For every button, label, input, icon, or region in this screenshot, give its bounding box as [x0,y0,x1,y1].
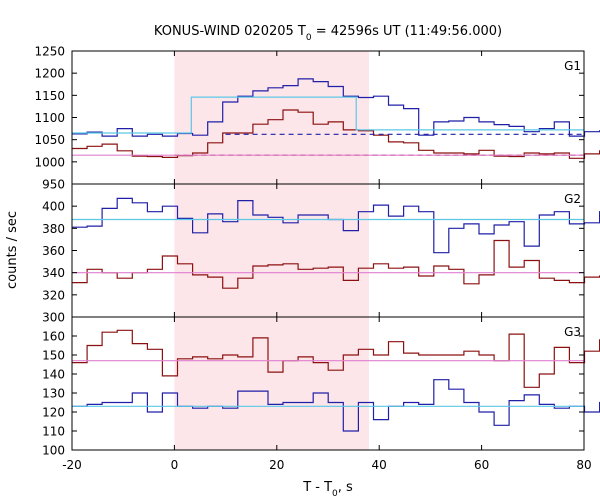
y-tick-label-g2-2: 340 [42,266,65,280]
y-tick-label-g2-3: 360 [42,244,65,258]
x-tick-label-0: -20 [62,458,82,472]
y-tick-label-g1-6: 1250 [34,45,65,59]
x-axis-layer: -20 0 20 40 60 80 [62,458,591,472]
panel-name-g2: G2 [564,192,581,206]
y-tick-label-g2-5: 400 [42,200,65,214]
y-tick-label-g3-6: 160 [42,330,65,344]
y-tick-label-g3-1: 110 [42,425,65,439]
y-tick-label-g3-4: 140 [42,368,65,382]
y-tick-label-g1-2: 1050 [34,133,65,147]
chart-title: KONUS-WIND 020205 T0 = 42596s UT (11:49:… [154,24,502,43]
panel-name-g1: G1 [564,59,581,73]
panel-g1: 950 1000 1050 1100 1150 1200 1250 G1 [34,45,600,192]
chart-title-rest: = 42596s UT (11:49:56.000) [312,24,502,39]
x-tick-label-2: 20 [269,458,284,472]
panels-layer: 950 1000 1050 1100 1150 1200 1250 G1 300 320 340 36… [34,45,600,458]
x-axis-label-rest: , s [338,480,353,495]
panel-g2-series-1 [72,239,600,289]
y-tick-label-g1-5: 1200 [34,67,65,81]
x-tick-label-1: 0 [171,458,179,472]
y-tick-label-g1-3: 1100 [34,111,65,125]
y-tick-label-g2-1: 320 [42,288,65,302]
panel-g2: 300 320 340 360 380 400 G2 [42,183,600,325]
panel-g2-series-0 [72,197,600,254]
panel-g3-frame [71,316,585,451]
y-tick-label-g3-2: 120 [42,406,65,420]
y-tick-label-g1-4: 1150 [34,89,65,103]
panel-g1-series-2 [72,96,584,134]
panel-g3: 100 110 120 130 140 150 160 G3 [42,316,600,458]
chart-title-main: KONUS-WIND 020205 T [154,24,306,39]
y-axis-label: counts / sec [5,211,20,289]
x-tick-label-5: 80 [576,458,591,472]
y-tick-label-g3-3: 130 [42,387,65,401]
y-tick-label-g2-4: 380 [42,222,65,236]
panel-name-g3: G3 [564,325,581,339]
x-axis-label: T - T0, s [302,480,353,499]
x-axis-label-main: T - T [302,480,332,495]
y-tick-label-g3-0: 100 [42,444,65,458]
x-tick-label-4: 60 [474,458,489,472]
chart-title-subscript: 0 [306,33,312,43]
y-tick-label-g2-0: 300 [42,311,65,325]
y-tick-label-g1-0: 950 [42,178,65,192]
y-tick-label-g1-1: 1000 [34,155,65,169]
shaded-interval [174,51,369,450]
x-axis-label-subscript: 0 [332,489,338,499]
shaded-interval-layer [174,51,369,450]
y-tick-label-g3-5: 150 [42,349,65,363]
panel-g1-series-0 [72,78,600,137]
x-tick-label-3: 40 [372,458,387,472]
panel-g3-series-0 [72,379,600,432]
